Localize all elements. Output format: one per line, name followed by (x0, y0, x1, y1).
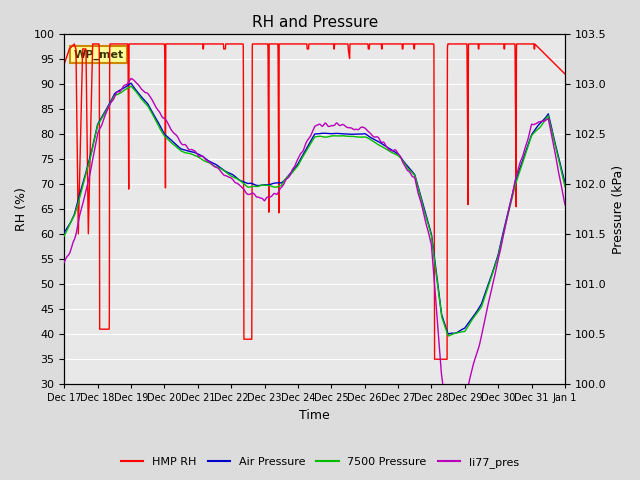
X-axis label: Time: Time (300, 409, 330, 422)
Y-axis label: RH (%): RH (%) (15, 187, 28, 231)
Legend: HMP RH, Air Pressure, 7500 Pressure, li77_pres: HMP RH, Air Pressure, 7500 Pressure, li7… (116, 452, 524, 472)
Text: WP_met: WP_met (74, 50, 124, 60)
Y-axis label: Pressure (kPa): Pressure (kPa) (612, 165, 625, 253)
Title: RH and Pressure: RH and Pressure (252, 15, 378, 30)
